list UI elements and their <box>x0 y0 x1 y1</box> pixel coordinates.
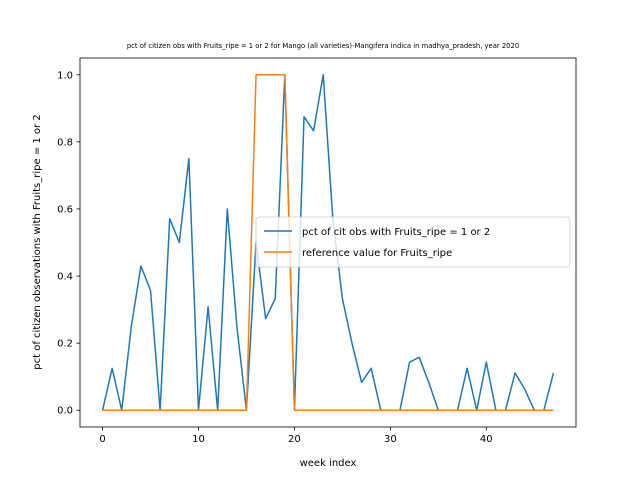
series-layer <box>101 74 555 411</box>
y-axis-label: pct of citizen observations with Fruits_… <box>32 114 43 369</box>
y-tick-label: 0.0 <box>57 406 73 417</box>
legend: pct of cit obs with Fruits_ripe = 1 or 2… <box>255 216 571 268</box>
legend-box <box>255 216 571 268</box>
chart-title: pct of citizen obs with Fruits_ripe = 1 … <box>127 42 519 50</box>
x-tick-label: 30 <box>384 434 397 445</box>
x-tick-label: 10 <box>192 434 205 445</box>
x-axis-label: week index <box>300 458 357 469</box>
x-tick-label: 40 <box>480 434 493 445</box>
y-tick-label: 0.6 <box>57 204 73 215</box>
plot-area-frame <box>79 57 577 428</box>
y-tick-label: 0.2 <box>57 339 73 350</box>
legend-label-series-2: reference value for Fruits_ripe <box>302 248 452 259</box>
x-tick-label: 0 <box>99 434 105 445</box>
x-axis: 0 10 20 30 40 <box>99 427 493 445</box>
legend-label-series-1: pct of cit obs with Fruits_ripe = 1 or 2 <box>302 227 490 238</box>
y-tick-label: 0.8 <box>57 137 73 148</box>
x-tick-label: 20 <box>288 434 301 445</box>
y-tick-label: 0.4 <box>57 272 73 283</box>
series-line-2 <box>102 74 554 411</box>
y-axis: 0.0 0.2 0.4 0.6 0.8 1.0 <box>57 70 80 417</box>
y-tick-label: 1.0 <box>57 70 73 81</box>
series-line-1 <box>101 74 555 411</box>
